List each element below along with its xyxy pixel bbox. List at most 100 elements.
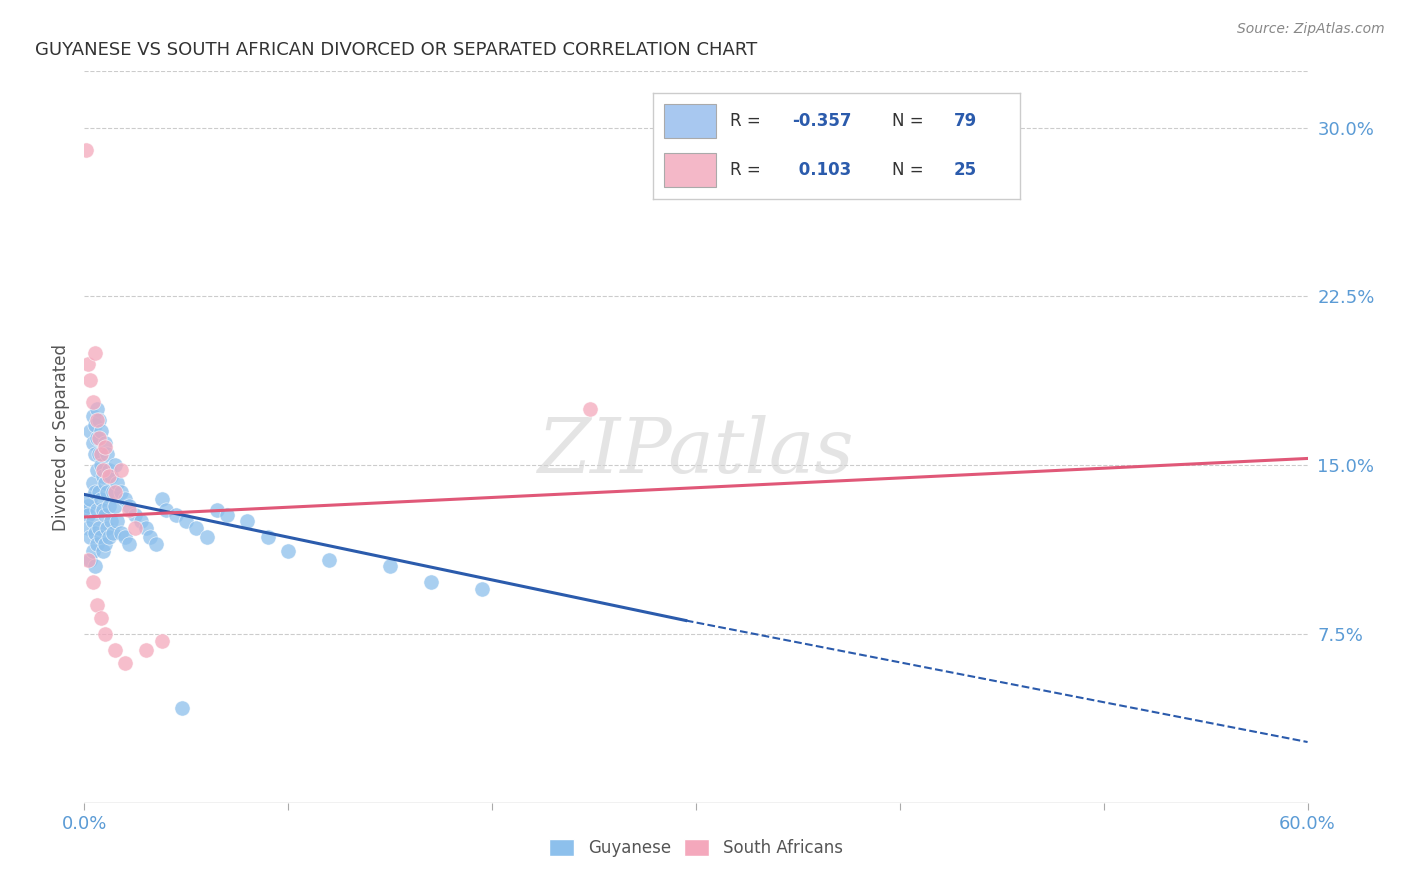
Point [90, 611, 112, 625]
Point [277, 543, 299, 558]
Point [100, 515, 122, 529]
Point [318, 553, 340, 567]
Point [82, 409, 104, 423]
Point [83, 447, 105, 461]
Point [79, 425, 101, 439]
Point [114, 530, 136, 544]
Point [172, 701, 194, 715]
Point [87, 413, 110, 427]
Point [101, 485, 124, 500]
Point [155, 503, 177, 517]
Point [83, 345, 105, 359]
Point [124, 508, 146, 522]
Point [100, 469, 122, 483]
Point [93, 476, 115, 491]
Point [93, 627, 115, 641]
Point [86, 463, 108, 477]
Point [83, 417, 105, 432]
Point [97, 530, 120, 544]
Point [110, 525, 132, 540]
Point [90, 530, 112, 544]
Point [77, 357, 100, 371]
Point [86, 598, 108, 612]
Point [96, 447, 118, 461]
Point [82, 476, 104, 491]
Point [82, 575, 104, 590]
Point [579, 401, 602, 416]
Point [79, 553, 101, 567]
Point [420, 575, 443, 590]
Point [138, 530, 160, 544]
Point [96, 485, 118, 500]
Point [217, 508, 239, 522]
Point [87, 521, 110, 535]
Point [87, 485, 110, 500]
Point [91, 469, 114, 483]
Point [93, 537, 115, 551]
Point [86, 503, 108, 517]
Point [104, 458, 127, 473]
Point [101, 525, 124, 540]
Point [77, 508, 100, 522]
Point [90, 458, 112, 473]
Point [135, 642, 157, 657]
Point [86, 413, 108, 427]
Point [86, 537, 108, 551]
Point [118, 537, 141, 551]
Legend: Guyanese, South Africans: Guyanese, South Africans [543, 832, 849, 864]
Point [93, 508, 115, 522]
Point [118, 503, 141, 517]
Point [75, 143, 97, 157]
Point [77, 499, 100, 513]
Y-axis label: Divorced or Separated: Divorced or Separated [52, 343, 70, 531]
Point [114, 657, 136, 671]
Point [75, 503, 97, 517]
Point [97, 463, 120, 477]
Point [174, 515, 197, 529]
Point [236, 515, 259, 529]
Point [205, 503, 228, 517]
Point [79, 373, 101, 387]
Point [104, 485, 127, 500]
Point [104, 642, 127, 657]
Point [91, 543, 114, 558]
Point [83, 525, 105, 540]
Point [195, 530, 218, 544]
Point [90, 425, 112, 439]
Point [93, 435, 115, 450]
Point [77, 553, 100, 567]
Point [186, 521, 208, 535]
Point [87, 447, 110, 461]
Text: Source: ZipAtlas.com: Source: ZipAtlas.com [1237, 22, 1385, 37]
Point [104, 499, 127, 513]
Point [131, 515, 153, 529]
Point [91, 503, 114, 517]
Point [105, 515, 128, 529]
Point [97, 499, 120, 513]
Point [83, 485, 105, 500]
Point [91, 463, 114, 477]
Point [118, 499, 141, 513]
Point [257, 530, 280, 544]
Point [165, 508, 187, 522]
Point [79, 491, 101, 506]
Point [110, 463, 132, 477]
Text: ZIPatlas: ZIPatlas [537, 415, 855, 489]
Text: GUYANESE VS SOUTH AFRICAN DIVORCED OR SEPARATED CORRELATION CHART: GUYANESE VS SOUTH AFRICAN DIVORCED OR SE… [35, 41, 758, 59]
Point [135, 521, 157, 535]
Point [96, 521, 118, 535]
Point [380, 559, 402, 574]
Point [124, 521, 146, 535]
Point [114, 491, 136, 506]
Point [471, 582, 494, 596]
Point [150, 491, 173, 506]
Point [87, 431, 110, 445]
Point [86, 431, 108, 445]
Point [83, 559, 105, 574]
Point [86, 401, 108, 416]
Point [105, 476, 128, 491]
Point [82, 515, 104, 529]
Point [77, 521, 100, 535]
Point [82, 395, 104, 409]
Point [150, 633, 173, 648]
